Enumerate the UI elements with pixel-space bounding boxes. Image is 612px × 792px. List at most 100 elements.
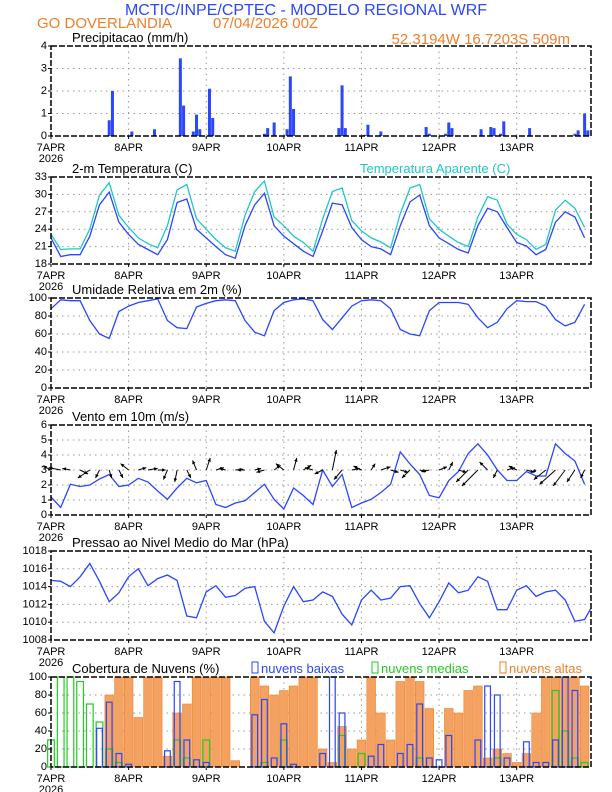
- pressure-line: [50, 562, 592, 635]
- precip-bar: [272, 122, 276, 136]
- wind-arrow: [256, 469, 265, 474]
- wind-arrow: [353, 465, 362, 471]
- x-tick-label: 11APR: [344, 521, 378, 533]
- wind-arrow-head: [163, 475, 167, 480]
- high-cloud-bar: [531, 712, 541, 768]
- x-tick-label: 7APR: [37, 142, 66, 154]
- x-tick-label: 8APR: [114, 142, 143, 154]
- y-tick-label: 1010: [23, 616, 47, 628]
- precip-bar: [479, 129, 483, 136]
- x-tick-label: 9APR: [192, 646, 221, 658]
- wind-arrow: [380, 466, 391, 471]
- x-tick-label: 9APR: [192, 270, 221, 282]
- x-tick-label: 13APR: [499, 142, 534, 154]
- wind-arrow-head: [142, 466, 147, 471]
- x-tick-label: 7APR: [37, 773, 66, 785]
- precip-bar: [379, 131, 383, 136]
- precip-bar: [198, 129, 202, 136]
- y-tick-label: 60: [35, 707, 47, 719]
- y-tick-label: 6: [41, 419, 47, 431]
- wind-arrow: [331, 449, 338, 471]
- wind-arrow-head: [257, 467, 262, 471]
- y-tick-label: 27: [35, 206, 47, 218]
- wind-arrow-head: [108, 474, 113, 478]
- panel-2: 0 20 40 60 80 100 7APR 8APR 9APR 10APR 11APR 12APR 1…: [29, 282, 592, 417]
- high-cloud-bar: [123, 676, 134, 768]
- wind-arrow-head: [314, 470, 319, 474]
- high-cloud-bar: [366, 676, 376, 768]
- wind-arrow: [157, 468, 166, 472]
- wind-arrow-head: [456, 478, 460, 482]
- wind-arrow-head: [394, 469, 399, 474]
- high-cloud-bar: [211, 676, 221, 768]
- legend-low-clouds-swatch: [251, 661, 259, 674]
- plot-frame: [50, 176, 592, 265]
- x-tick-label: 7APR: [37, 270, 66, 282]
- x-tick-label: 12APR: [422, 142, 457, 154]
- legend-high-clouds-swatch: [499, 661, 507, 674]
- precip-bar: [573, 133, 577, 136]
- y-tick-label: 40: [35, 346, 47, 358]
- x-tick-label: 10APR: [266, 142, 301, 154]
- high-cloud-bar: [579, 685, 590, 768]
- precip-bar: [178, 58, 182, 136]
- wind-arrow-head: [533, 475, 538, 480]
- wind-arrow-head: [307, 465, 312, 469]
- wind-arrow-head: [386, 466, 391, 470]
- wind-arrow-head: [304, 466, 309, 471]
- wind-arrow-head: [173, 478, 178, 482]
- precip-bar: [586, 130, 590, 136]
- wind-arrow: [448, 461, 454, 471]
- wind-arrow-head: [566, 478, 571, 482]
- x-tick-label: 9APR: [192, 521, 221, 533]
- year-label: 2026: [39, 405, 63, 417]
- wind-arrow-head: [353, 466, 358, 470]
- plot-frame: [50, 676, 592, 768]
- wind-arrow: [62, 467, 71, 471]
- x-tick-label: 11APR: [344, 394, 378, 406]
- wind-arrow-head: [371, 463, 376, 468]
- y-tick-label: 3: [41, 464, 47, 476]
- y-tick-label: 0: [41, 509, 47, 521]
- x-tick-label: 10APR: [266, 773, 301, 785]
- wind-arrow: [147, 467, 158, 471]
- precip-bar: [492, 128, 496, 136]
- low-cloud-bar: [202, 761, 210, 768]
- y-tick-label: 2: [41, 85, 47, 97]
- low-cloud-bar: [571, 689, 579, 768]
- panel-1: 18 21 24 27 30 33 7APR 8APR 9APR 10APR 11APR 12APR 1…: [35, 161, 592, 293]
- wind-arrow: [438, 466, 448, 471]
- x-tick-label: 10APR: [266, 646, 301, 658]
- coords-label: 52.3194W 16.7203S 509m: [392, 31, 570, 48]
- precip-bar: [191, 131, 195, 136]
- precip-bar: [107, 120, 111, 136]
- high-cloud-bar: [220, 676, 231, 768]
- plot-frame: [50, 550, 592, 641]
- year-label: 2026: [39, 281, 63, 293]
- x-tick-label: 9APR: [192, 394, 221, 406]
- wind-arrow-head: [449, 462, 453, 466]
- wind-arrow-head: [192, 460, 196, 465]
- y-tick-label: 80: [35, 689, 47, 701]
- y-tick-label: 18: [35, 258, 47, 270]
- precip-bar: [343, 128, 347, 136]
- wind-arrow: [219, 467, 226, 471]
- x-tick-label: 11APR: [344, 142, 378, 154]
- x-tick-label: 8APR: [114, 773, 143, 785]
- panel-title: 2-m Temperatura (C): [72, 161, 192, 176]
- x-tick-label: 8APR: [114, 270, 143, 282]
- y-tick-label: 0: [41, 130, 47, 142]
- y-tick-label: 30: [35, 188, 47, 200]
- high-cloud-bar: [298, 676, 308, 768]
- x-tick-label: 8APR: [114, 646, 143, 658]
- x-tick-label: 13APR: [499, 270, 534, 282]
- wind-arrow: [533, 469, 547, 480]
- x-tick-label: 9APR: [192, 773, 221, 785]
- wind-arrow-head: [479, 462, 484, 466]
- x-tick-label: 11APR: [344, 646, 378, 658]
- y-tick-label: 33: [35, 171, 47, 183]
- wind-arrow: [314, 469, 323, 475]
- wind-arrow: [162, 469, 168, 480]
